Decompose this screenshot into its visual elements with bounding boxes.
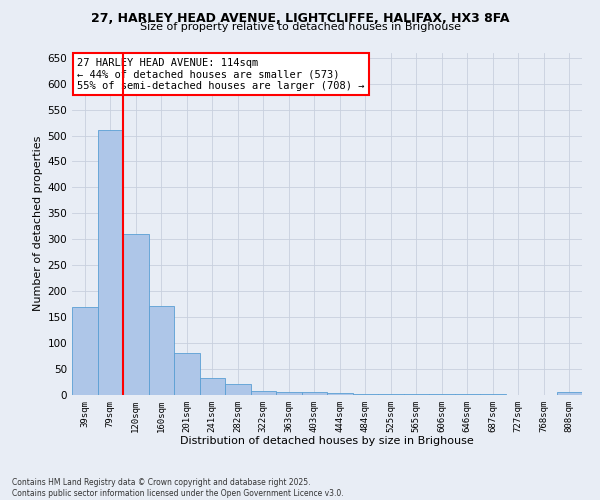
Bar (327, 394, 353, 395)
Text: 27, HARLEY HEAD AVENUE, LIGHTCLIFFE, HALIFAX, HX3 8FA: 27, HARLEY HEAD AVENUE, LIGHTCLIFFE, HAL… (91, 12, 509, 26)
Text: Contains HM Land Registry data © Crown copyright and database right 2025.
Contai: Contains HM Land Registry data © Crown c… (12, 478, 344, 498)
Bar (557, 392, 582, 395)
Bar (276, 392, 302, 395)
Text: Size of property relative to detached houses in Brighouse: Size of property relative to detached ho… (139, 22, 461, 32)
Bar (72, 307, 97, 395)
Y-axis label: Number of detached properties: Number of detached properties (33, 136, 43, 312)
Bar (149, 306, 174, 395)
Bar (429, 394, 455, 395)
Bar (455, 394, 480, 395)
Text: 27 HARLEY HEAD AVENUE: 114sqm
← 44% of detached houses are smaller (573)
55% of : 27 HARLEY HEAD AVENUE: 114sqm ← 44% of d… (77, 58, 365, 91)
Bar (302, 392, 327, 395)
Bar (404, 394, 429, 395)
Bar (174, 354, 199, 395)
Bar (378, 394, 404, 395)
X-axis label: Distribution of detached houses by size in Brighouse: Distribution of detached houses by size … (180, 436, 474, 446)
Bar (480, 394, 505, 395)
Bar (97, 130, 123, 395)
Bar (199, 378, 225, 395)
Bar (353, 394, 378, 395)
Bar (251, 391, 276, 395)
Bar (225, 384, 251, 395)
Bar (123, 234, 149, 395)
